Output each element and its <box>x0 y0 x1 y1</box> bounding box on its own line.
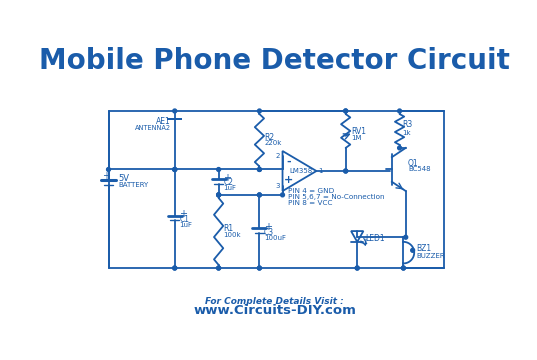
Text: RV1: RV1 <box>351 127 366 136</box>
Circle shape <box>344 109 347 113</box>
Text: ANTENNA2: ANTENNA2 <box>135 125 171 131</box>
Text: BC548: BC548 <box>408 166 431 172</box>
Circle shape <box>106 167 111 171</box>
Circle shape <box>411 248 415 252</box>
Text: BUZZER: BUZZER <box>417 253 445 259</box>
Text: 3: 3 <box>275 183 280 189</box>
Circle shape <box>173 266 177 270</box>
Circle shape <box>402 266 405 270</box>
Text: www.Circuits-DIY.com: www.Circuits-DIY.com <box>193 304 356 317</box>
Circle shape <box>258 109 262 113</box>
Text: 1: 1 <box>318 168 322 174</box>
Text: +: + <box>264 222 272 232</box>
Text: Mobile Phone Detector Circuit: Mobile Phone Detector Circuit <box>39 47 510 75</box>
Text: 2: 2 <box>276 153 280 159</box>
Circle shape <box>258 193 262 197</box>
Circle shape <box>344 169 347 173</box>
Circle shape <box>281 193 285 197</box>
Text: BATTERY: BATTERY <box>119 182 149 188</box>
Text: +: + <box>179 209 187 219</box>
Circle shape <box>258 266 262 270</box>
Circle shape <box>258 167 262 171</box>
Circle shape <box>217 266 221 270</box>
Text: AE1: AE1 <box>156 117 171 126</box>
Circle shape <box>258 167 262 171</box>
Circle shape <box>355 266 359 270</box>
Text: R2: R2 <box>264 132 274 141</box>
Text: 1uF: 1uF <box>179 222 192 228</box>
Text: PIN 5,6,7 = No-Connection: PIN 5,6,7 = No-Connection <box>288 194 384 200</box>
Text: R1: R1 <box>223 224 234 233</box>
Circle shape <box>402 266 405 270</box>
Circle shape <box>173 109 177 113</box>
Circle shape <box>217 167 221 171</box>
Circle shape <box>173 167 177 171</box>
Text: Q1: Q1 <box>408 159 419 168</box>
Text: 100k: 100k <box>223 231 241 238</box>
Text: 1uF: 1uF <box>223 185 236 192</box>
Text: -: - <box>286 157 291 167</box>
Circle shape <box>397 109 402 113</box>
Circle shape <box>173 167 177 171</box>
Circle shape <box>173 266 177 270</box>
Circle shape <box>344 109 347 113</box>
Text: PIN 4 = GND: PIN 4 = GND <box>288 188 334 194</box>
Circle shape <box>258 266 262 270</box>
Circle shape <box>217 193 221 197</box>
Text: +: + <box>102 171 110 181</box>
Text: C3: C3 <box>264 228 274 237</box>
Circle shape <box>217 193 221 197</box>
Text: +: + <box>223 172 231 183</box>
Text: +: + <box>284 175 293 185</box>
Circle shape <box>397 146 402 150</box>
Text: For Complete Details Visit :: For Complete Details Visit : <box>206 297 344 306</box>
Circle shape <box>217 193 221 197</box>
Text: 220k: 220k <box>264 140 281 146</box>
Circle shape <box>258 193 262 197</box>
Circle shape <box>344 169 347 173</box>
Text: LM358: LM358 <box>289 168 313 174</box>
Text: LED1: LED1 <box>365 234 384 243</box>
Circle shape <box>217 266 221 270</box>
Text: C2: C2 <box>223 179 233 188</box>
Text: PIN 8 = VCC: PIN 8 = VCC <box>288 201 332 206</box>
Text: 1M: 1M <box>351 135 361 141</box>
Text: C1: C1 <box>179 215 190 224</box>
Text: BZ1: BZ1 <box>417 244 432 253</box>
Text: 1k: 1k <box>403 130 411 135</box>
Circle shape <box>355 266 359 270</box>
Text: 100uF: 100uF <box>264 235 286 240</box>
Circle shape <box>404 235 408 239</box>
Text: 5V: 5V <box>119 174 129 183</box>
Circle shape <box>173 167 177 171</box>
Text: R3: R3 <box>403 120 413 129</box>
